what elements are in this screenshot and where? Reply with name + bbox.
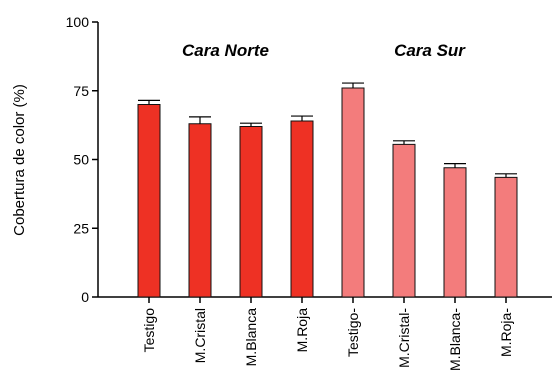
axes [97,22,552,298]
bar [188,123,212,298]
category-label: Testigo- [345,308,361,357]
bar [494,176,518,298]
y-tick-label: 75 [73,83,89,99]
bar [239,126,263,298]
bar [341,87,365,298]
category-label: Testigo [141,308,157,353]
group-annotation: Cara Norte [182,41,269,60]
category-label: M.Blanca- [447,308,463,371]
bar [137,104,161,298]
y-tick-label: 25 [73,220,89,236]
category-label: M.Cristal [192,308,208,363]
bar [392,143,416,298]
category-label: M.Blanca [243,308,259,367]
bar [290,120,314,298]
category-label: M.Roja- [498,308,514,357]
y-tick-label: 50 [73,152,89,168]
annotations: Cara Norte Cara Sur [182,41,466,60]
category-label: M.Cristal- [396,308,412,368]
y-tick-label: 100 [66,14,90,30]
y-ticks: 0 25 50 75 100 [66,14,98,305]
bars [137,82,518,303]
group-annotation: Cara Sur [394,41,466,60]
y-axis-label: Cobertura de color (%) [11,84,28,236]
y-tick-label: 0 [81,289,89,305]
x-tick-labels: Testigo M.Cristal M.Blanca M.Roja Testigo- M.… [141,308,514,371]
bar [443,167,467,298]
category-label: M.Roja [294,308,310,353]
